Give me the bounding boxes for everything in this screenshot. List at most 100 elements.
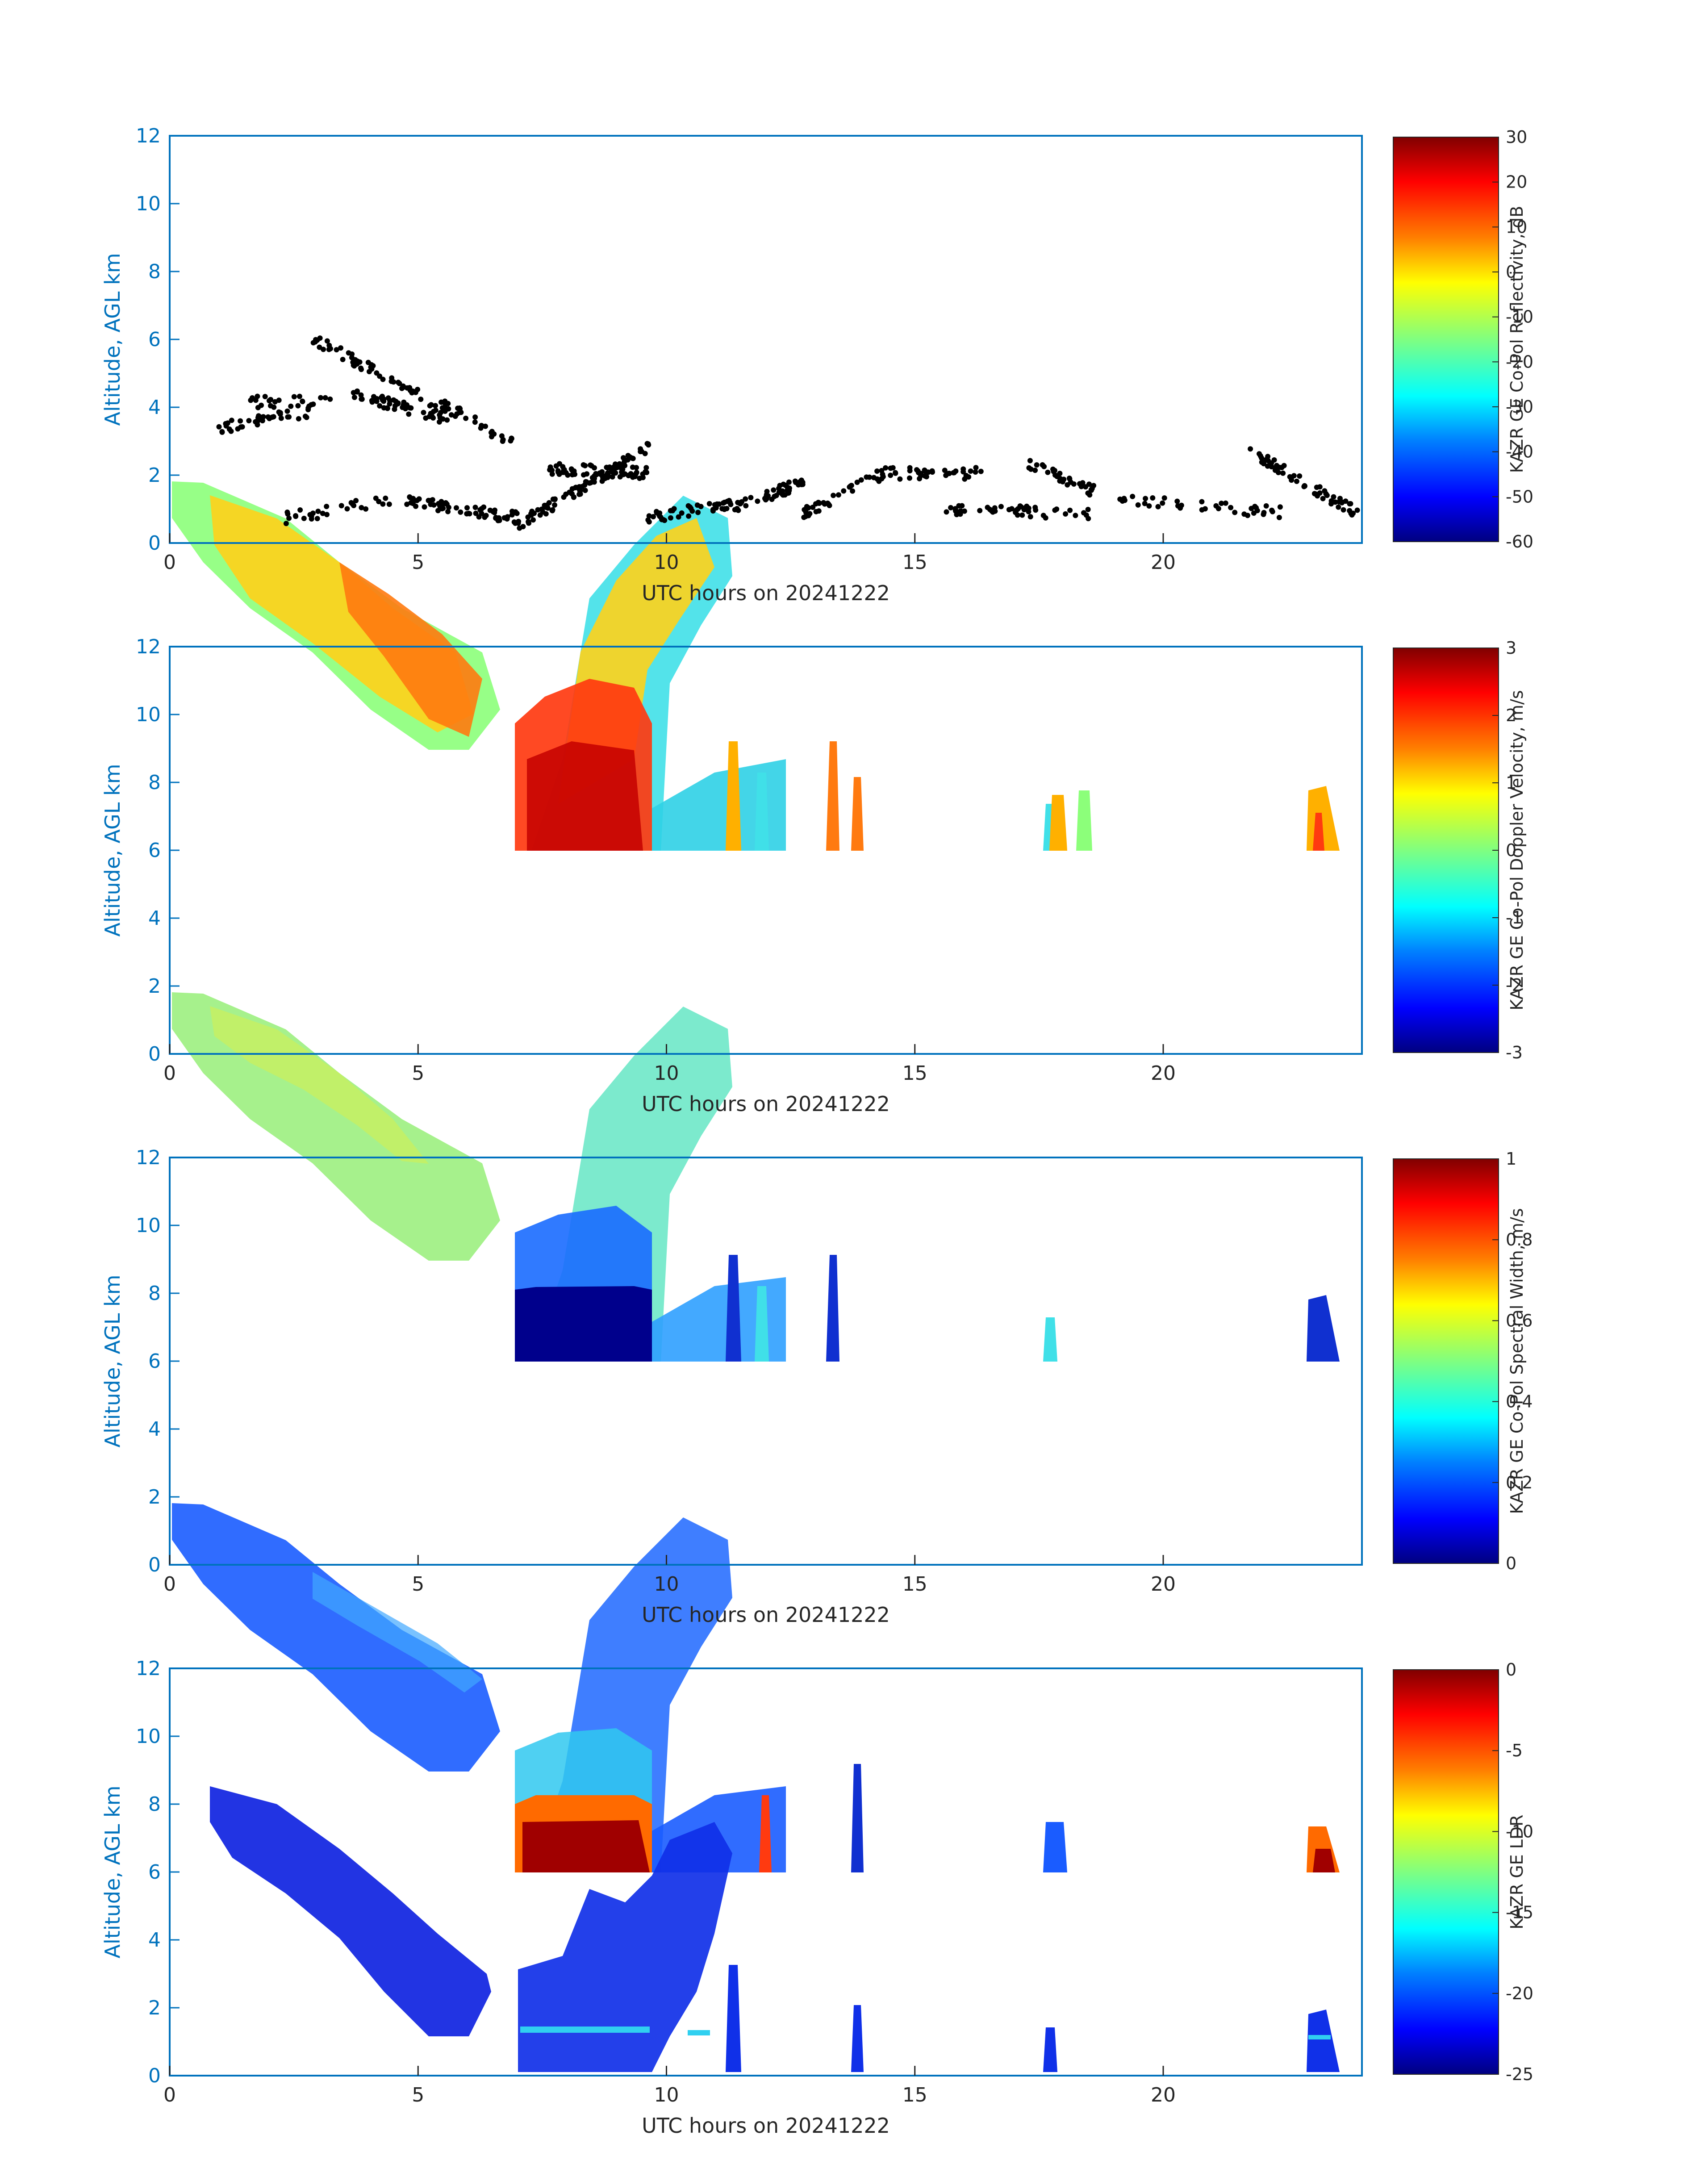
cloud-base-dot (380, 397, 385, 403)
cloud-base-dot (1073, 513, 1078, 518)
cloud-base-dot (779, 491, 785, 497)
cloud-base-dot (1045, 469, 1051, 475)
cloud-base-dot (1270, 509, 1275, 514)
cloud-base-dot (841, 488, 847, 494)
cloud-base-dot (408, 405, 414, 411)
echo-column-e (1043, 1317, 1057, 1362)
cloud-base-dot (1017, 503, 1023, 509)
colorbar-tick-label: 0.6 (1506, 1311, 1533, 1330)
cloud-base-dot (246, 418, 252, 423)
cloud-base-dot (421, 409, 426, 415)
y-tick-label: 6 (148, 1861, 161, 1884)
cloud-base-dot (951, 470, 957, 476)
colorbar-tick-label: 10 (1506, 217, 1527, 237)
cloud-base-dot (612, 466, 618, 472)
cloud-base-dot (326, 347, 332, 352)
field-blobs (172, 992, 1340, 1362)
x-tick-label: 10 (654, 1573, 679, 1596)
cloud-base-dot (998, 504, 1004, 510)
cloud-base-dot (637, 476, 643, 481)
y-tick-label: 8 (148, 1282, 161, 1305)
cloud-base-dot (1215, 506, 1221, 511)
cloud-base-dot (781, 481, 786, 487)
cloud-base-dot (571, 470, 576, 476)
cloud-base-dot (769, 497, 775, 502)
cloud-base-dot (509, 436, 514, 442)
cloud-base-dot (557, 461, 562, 467)
field-blobs (172, 481, 1340, 851)
cloud-base-dot (348, 500, 354, 506)
y-tick-label: 8 (148, 771, 161, 794)
cloud-base-dot (334, 347, 339, 353)
cloud-base-dot (640, 471, 646, 477)
y-tick-label: 0 (148, 532, 161, 555)
cloud-base-dot (400, 405, 405, 410)
cloud-base-dot (473, 510, 479, 516)
cloud-base-dot (404, 402, 409, 408)
cloud-base-dot (1241, 511, 1247, 517)
cloud-base-dot (850, 488, 856, 494)
cloud-base-dot (1130, 493, 1136, 499)
cloud-base-dot (386, 501, 392, 507)
y-tick-label: 4 (148, 1418, 161, 1441)
cloud-base-dot (803, 506, 809, 512)
y-tick-label: 10 (136, 703, 161, 726)
colorbar-tick-label: 30 (1506, 127, 1527, 147)
cloud-base-dot (621, 472, 626, 477)
colorbar-tick-label: 3 (1506, 638, 1516, 658)
cloud-base-dot (638, 449, 643, 455)
y-tick-label: 8 (148, 260, 161, 283)
colorbar (1393, 1158, 1499, 1564)
cloud-base-dot (992, 508, 998, 514)
cloud-base-dot (284, 408, 290, 414)
cloud-base-dot (219, 429, 225, 435)
cloud-base-dot (685, 503, 691, 509)
cloud-base-dot (604, 472, 610, 478)
cloud-base-dot (1034, 462, 1040, 468)
cloud-base-dot (525, 514, 531, 520)
cloud-base-dot (433, 407, 438, 413)
cloud-base-dot (318, 395, 324, 401)
x-tick-label: 5 (412, 551, 424, 574)
cloud-base-dot (271, 414, 276, 420)
x-ticks: 0 5 10 15 20 (163, 1044, 1176, 1085)
cloud-base-dot (539, 506, 545, 512)
cloud-base-dot (530, 517, 536, 523)
cloud-base-dot (225, 420, 230, 426)
cloud-base-dot (801, 514, 807, 520)
cloud-base-dot (582, 463, 588, 468)
cloud-base-dot (1248, 446, 1253, 452)
cloud-base-dot (1080, 480, 1086, 486)
cloud-base-dot (400, 383, 406, 389)
cloud-base-dot (1323, 491, 1329, 497)
cloud-base-dot (960, 469, 966, 475)
cloud-base-dot (455, 405, 461, 411)
cloud-base-dot (694, 502, 700, 508)
cloud-base-dot (907, 475, 912, 481)
cloud-base-dot (879, 468, 885, 473)
colorbar-tick-label: 0 (1506, 840, 1516, 860)
cloud-base-dot (516, 518, 522, 524)
cloud-base-dot (476, 514, 482, 520)
cloud-base-dot (464, 505, 470, 511)
y-ticks: 0 2 4 6 8 10 12 (136, 635, 180, 1066)
cloud-base-dot (630, 464, 635, 470)
echo-shallow-right (652, 1277, 786, 1362)
echo-column-b (755, 1286, 769, 1362)
cloud-base-dot (1277, 504, 1283, 510)
y-tick-label: 10 (136, 1214, 161, 1237)
cloud-base-dot (297, 507, 303, 513)
cloud-base-dot (1015, 512, 1020, 518)
x-tick-label: 5 (412, 1062, 424, 1085)
cloud-base-dot (1274, 463, 1279, 468)
cloud-base-dot (966, 474, 972, 480)
cloud-base-dot (599, 469, 605, 475)
cloud-base-dot (977, 508, 983, 514)
x-tick-label: 10 (654, 2084, 679, 2106)
cloud-base-dot (968, 468, 973, 474)
cloud-base-dot (864, 474, 869, 480)
cloud-base-dot (216, 424, 222, 430)
x-tick-label: 0 (163, 1573, 176, 1596)
cloud-base-dot (800, 481, 806, 487)
